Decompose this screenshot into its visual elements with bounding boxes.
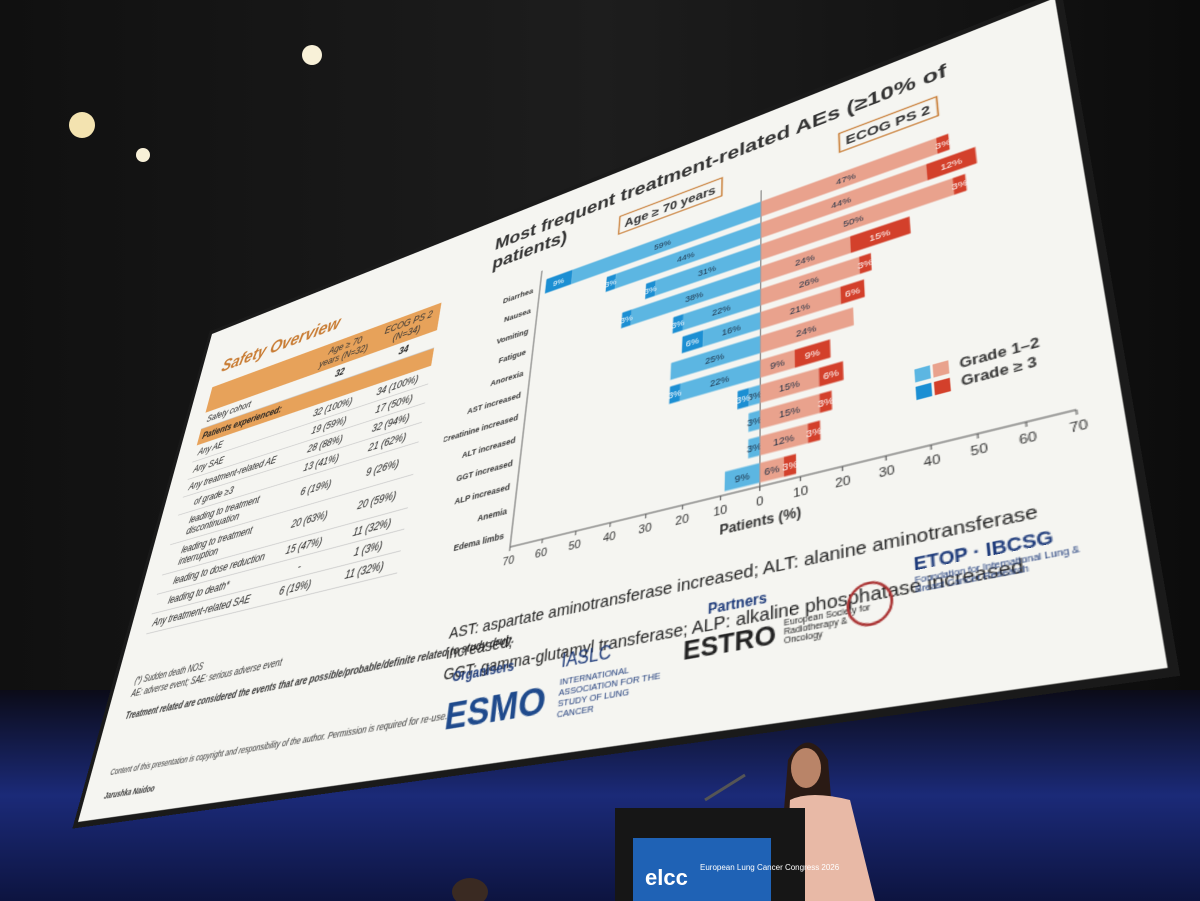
category-label: Anorexia [490, 369, 525, 389]
slide: Safety Overview Age ≥ 70 years (N=32) ECO… [78, 0, 1168, 822]
x-tick-label: 20 [675, 513, 690, 529]
x-tick-label: 40 [602, 530, 616, 545]
category-label: Nausea [503, 307, 532, 325]
category-label: GGT increased [456, 460, 513, 485]
category-label: Fatigue [498, 349, 526, 366]
category-label: Diarrhea [502, 287, 534, 306]
category-label: ALT increased [461, 436, 516, 461]
x-tick-label: 10 [713, 504, 728, 520]
legend-swatch [914, 365, 931, 382]
legend-swatch [932, 360, 949, 377]
category-label: Edema limbs [453, 532, 505, 554]
copyright: Content of this presentation is copyrigh… [109, 710, 448, 777]
x-tick-label: 50 [970, 442, 989, 460]
x-tick-label: 60 [1018, 430, 1038, 448]
x-tick-label: 30 [638, 522, 652, 538]
safety-table: Age ≥ 70 years (N=32) ECOG PS 2 (N=34) Saf… [146, 303, 441, 635]
x-tick-label: 60 [534, 547, 548, 562]
category-label: Anemia [477, 507, 509, 525]
x-tick-label: 40 [923, 453, 941, 471]
x-tick [1076, 410, 1077, 415]
category-label: Vomiting [496, 328, 529, 347]
x-tick-label: 20 [835, 474, 852, 491]
category-label: AST increased [467, 392, 522, 417]
author: Jarushka Naidoo [103, 783, 156, 801]
legend-swatch [916, 383, 933, 400]
x-tick-label: 70 [1069, 418, 1090, 437]
legend-swatch [934, 378, 951, 396]
category-label: ALP increased [454, 483, 511, 507]
x-tick-label: 10 [793, 484, 809, 501]
x-tick [1026, 422, 1027, 427]
x-tick-label: 0 [756, 495, 764, 510]
x-tick-label: 70 [502, 554, 515, 569]
esmo-logo: ESMO [442, 678, 548, 740]
x-tick-label: 30 [878, 464, 895, 481]
x-tick-label: 50 [568, 539, 582, 554]
